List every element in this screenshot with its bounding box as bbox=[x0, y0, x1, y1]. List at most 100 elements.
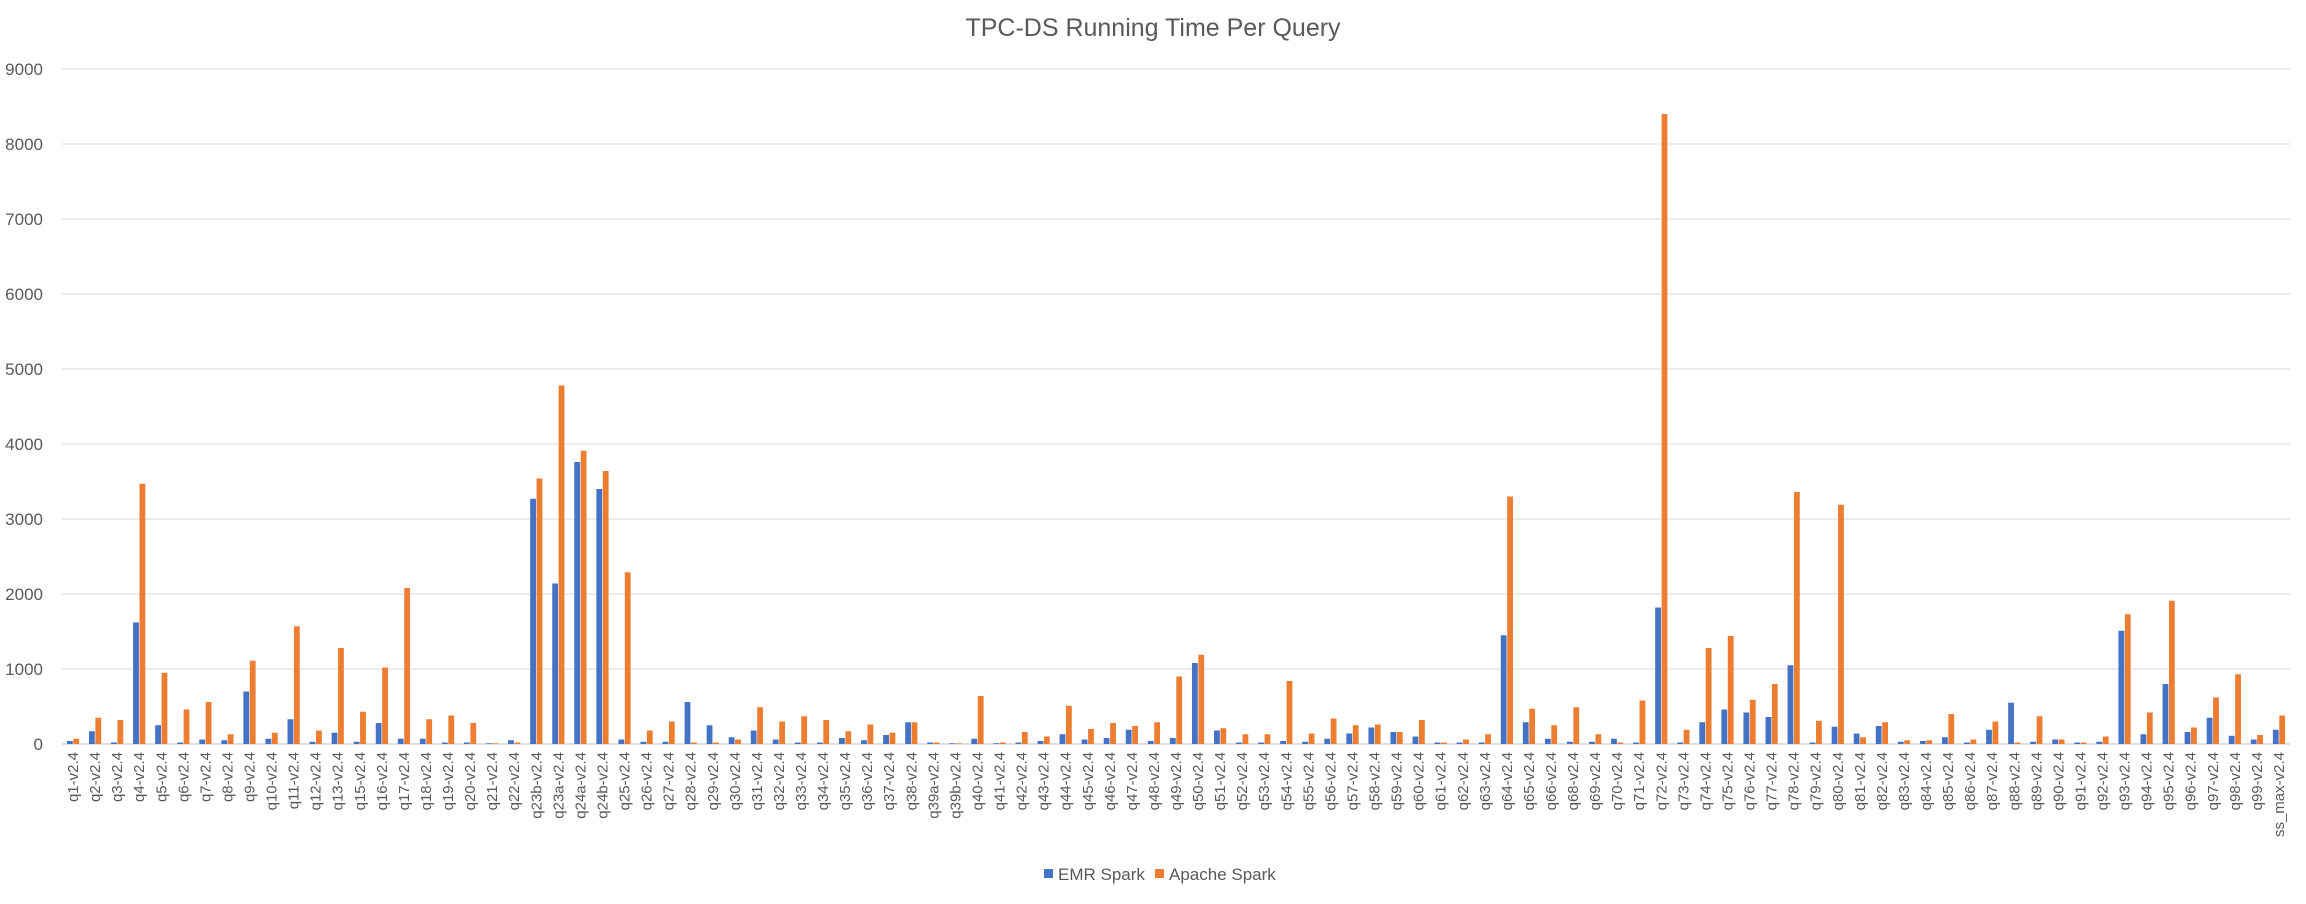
bar-emr-spark-q7-v2.4 bbox=[199, 739, 206, 744]
x-tick-label: ss_max-v2.4 bbox=[2271, 752, 2288, 837]
x-tick-label: q12-v2.4 bbox=[308, 752, 325, 810]
x-tick-label: q47-v2.4 bbox=[1124, 752, 1141, 810]
bar-emr-spark-q1-v2.4 bbox=[66, 741, 73, 744]
bar-apache-spark-q94-v2.4 bbox=[2146, 712, 2153, 744]
x-tick-label: q86-v2.4 bbox=[1962, 752, 1979, 810]
bar-apache-spark-q90-v2.4 bbox=[2058, 739, 2065, 744]
bar-emr-spark-q91-v2.4 bbox=[2074, 742, 2081, 744]
bar-emr-spark-q58-v2.4 bbox=[1368, 727, 1375, 744]
x-tick-label: q65-v2.4 bbox=[1521, 752, 1538, 810]
bar-emr-spark-q18-v2.4 bbox=[419, 738, 426, 744]
bar-apache-spark-q53-v2.4 bbox=[1264, 734, 1271, 744]
bar-emr-spark-q87-v2.4 bbox=[1986, 729, 1992, 744]
x-tick-label: q46-v2.4 bbox=[1102, 752, 1119, 810]
bar-emr-spark-q23a-v2.4 bbox=[552, 583, 559, 744]
x-tick-label: q8-v2.4 bbox=[219, 752, 236, 802]
bar-apache-spark-q75-v2.4 bbox=[1727, 636, 1734, 744]
bar-apache-spark-q89-v2.4 bbox=[2036, 716, 2043, 744]
bar-apache-spark-q28-v2.4 bbox=[690, 742, 697, 744]
y-tick-label: 3000 bbox=[5, 510, 43, 529]
bar-emr-spark-q44-v2.4 bbox=[1059, 734, 1066, 744]
bar-apache-spark-q33-v2.4 bbox=[801, 716, 808, 744]
x-tick-label: q91-v2.4 bbox=[2072, 752, 2089, 810]
bar-apache-spark-q5-v2.4 bbox=[161, 672, 168, 744]
x-tick-label: q35-v2.4 bbox=[837, 752, 854, 810]
bar-emr-spark-q57-v2.4 bbox=[1346, 733, 1353, 744]
x-tick-label: q22-v2.4 bbox=[506, 752, 523, 810]
x-tick-label: q99-v2.4 bbox=[2249, 752, 2266, 810]
x-tick-label: q4-v2.4 bbox=[131, 752, 148, 802]
bar-apache-spark-q30-v2.4 bbox=[735, 739, 741, 744]
bar-emr-spark-q81-v2.4 bbox=[1853, 733, 1860, 744]
x-tick-label: q75-v2.4 bbox=[1719, 752, 1736, 810]
bar-emr-spark-q39a-v2.4 bbox=[927, 742, 934, 744]
bar-apache-spark-q92-v2.4 bbox=[2102, 736, 2109, 744]
legend: EMR Spark Apache Spark bbox=[1044, 865, 1276, 884]
bar-emr-spark-q95-v2.4 bbox=[2162, 684, 2169, 744]
x-tick-label: q41-v2.4 bbox=[992, 752, 1009, 810]
x-tick-label: q79-v2.4 bbox=[1808, 752, 1825, 810]
bar-apache-spark-q56-v2.4 bbox=[1330, 718, 1337, 744]
bar-apache-spark-q49-v2.4 bbox=[1176, 676, 1183, 744]
bar-emr-spark-q53-v2.4 bbox=[1258, 742, 1264, 744]
bar-emr-spark-q66-v2.4 bbox=[1544, 738, 1551, 744]
bar-emr-spark-q43-v2.4 bbox=[1037, 741, 1044, 744]
x-tick-label: q18-v2.4 bbox=[418, 752, 435, 810]
x-tick-label: q93-v2.4 bbox=[2117, 752, 2134, 810]
bar-emr-spark-q5-v2.4 bbox=[155, 725, 161, 744]
bar-apache-spark-q19-v2.4 bbox=[448, 715, 455, 744]
bar-emr-spark-q36-v2.4 bbox=[861, 740, 867, 744]
x-tick-label: q94-v2.4 bbox=[2139, 752, 2156, 810]
bar-apache-spark-q99-v2.4 bbox=[2257, 735, 2264, 744]
x-tick-label: q5-v2.4 bbox=[153, 752, 170, 802]
bar-emr-spark-q72-v2.4 bbox=[1655, 607, 1662, 744]
bar-emr-spark-q21-v2.4 bbox=[486, 743, 492, 744]
x-tick-label: q80-v2.4 bbox=[1830, 752, 1847, 810]
y-tick-label: 2000 bbox=[5, 585, 43, 604]
bar-emr-spark-q40-v2.4 bbox=[971, 738, 978, 744]
x-tick-label: q40-v2.4 bbox=[969, 752, 986, 810]
bar-emr-spark-q63-v2.4 bbox=[1478, 742, 1485, 744]
x-tick-label: q97-v2.4 bbox=[2205, 752, 2222, 810]
bar-apache-spark-q20-v2.4 bbox=[470, 723, 477, 744]
bar-emr-spark-q85-v2.4 bbox=[1941, 737, 1948, 744]
bars bbox=[66, 114, 2286, 744]
bar-apache-spark-q98-v2.4 bbox=[2235, 674, 2241, 744]
x-tick-label: q51-v2.4 bbox=[1212, 752, 1229, 810]
bar-apache-spark-q8-v2.4 bbox=[227, 734, 234, 744]
x-tick-label: q42-v2.4 bbox=[1014, 752, 1031, 810]
bar-apache-spark-q87-v2.4 bbox=[1992, 721, 1999, 744]
legend-swatch-apache-spark bbox=[1155, 869, 1164, 878]
x-tick-label: q88-v2.4 bbox=[2006, 752, 2023, 810]
x-tick-label: q2-v2.4 bbox=[87, 752, 104, 802]
x-tick-label: q85-v2.4 bbox=[1940, 752, 1957, 810]
y-tick-label: 6000 bbox=[5, 285, 43, 304]
bar-apache-spark-ss_max-v2.4 bbox=[2279, 715, 2286, 744]
bar-apache-spark-q22-v2.4 bbox=[514, 742, 521, 744]
bar-emr-spark-q33-v2.4 bbox=[794, 742, 801, 744]
x-tick-label: q95-v2.4 bbox=[2161, 752, 2178, 810]
x-tick-label: q73-v2.4 bbox=[1675, 752, 1692, 810]
bar-apache-spark-q38-v2.4 bbox=[911, 722, 918, 744]
x-tick-label: q23a-v2.4 bbox=[550, 752, 567, 819]
gridlines bbox=[62, 68, 2290, 745]
bar-apache-spark-q3-v2.4 bbox=[117, 720, 124, 744]
bar-emr-spark-q84-v2.4 bbox=[1919, 741, 1926, 744]
bar-apache-spark-q77-v2.4 bbox=[1771, 684, 1778, 744]
bar-emr-spark-q65-v2.4 bbox=[1522, 722, 1529, 744]
bar-apache-spark-q72-v2.4 bbox=[1661, 114, 1668, 744]
bar-apache-spark-q42-v2.4 bbox=[1021, 732, 1028, 744]
x-tick-label: q59-v2.4 bbox=[1389, 752, 1406, 810]
bar-emr-spark-q41-v2.4 bbox=[993, 743, 1000, 744]
bar-emr-spark-q20-v2.4 bbox=[463, 742, 470, 744]
bar-emr-spark-q83-v2.4 bbox=[1897, 741, 1904, 744]
x-tick-label: q6-v2.4 bbox=[175, 752, 192, 802]
x-tick-label: q38-v2.4 bbox=[903, 752, 920, 810]
bar-apache-spark-q70-v2.4 bbox=[1617, 742, 1624, 744]
x-tick-label: q33-v2.4 bbox=[793, 752, 810, 810]
bar-emr-spark-q38-v2.4 bbox=[905, 722, 911, 744]
bar-emr-spark-q78-v2.4 bbox=[1787, 665, 1794, 744]
bar-apache-spark-q26-v2.4 bbox=[646, 730, 653, 744]
bar-apache-spark-q79-v2.4 bbox=[1816, 720, 1822, 744]
bar-apache-spark-q15-v2.4 bbox=[360, 711, 366, 744]
